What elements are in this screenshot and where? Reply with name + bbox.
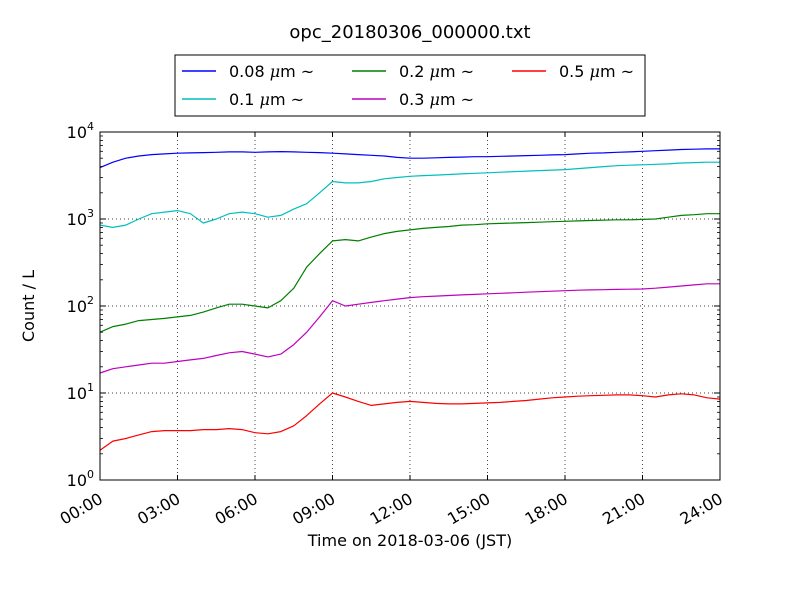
series-line-2 — [99, 161, 720, 228]
series-line-5 — [99, 392, 721, 451]
legend-label-3: 0.2 μm ~ — [399, 62, 474, 81]
legend-label-1: 0.08 μm ~ — [229, 62, 314, 81]
x-axis-label: Time on 2018-03-06 (JST) — [307, 531, 512, 550]
series-line-4 — [99, 283, 720, 374]
series-line-3 — [99, 213, 720, 333]
y-axis-label: Count / L — [19, 270, 38, 342]
legend-label-4: 0.3 μm ~ — [399, 90, 474, 109]
legend-label-2: 0.1 μm ~ — [229, 90, 304, 109]
legend-frame — [174, 54, 646, 117]
grid-layer — [100, 132, 720, 480]
series-layer — [99, 148, 721, 451]
chart-title: opc_20180306_000000.txt — [289, 22, 530, 43]
legend: 0.08 μm ~ 0.1 μm ~ 0.2 μm ~ 0.3 μm ~ 0.5 μm … — [174, 54, 646, 117]
series-line-1 — [99, 148, 720, 169]
legend-label-5: 0.5 μm ~ — [559, 62, 634, 81]
